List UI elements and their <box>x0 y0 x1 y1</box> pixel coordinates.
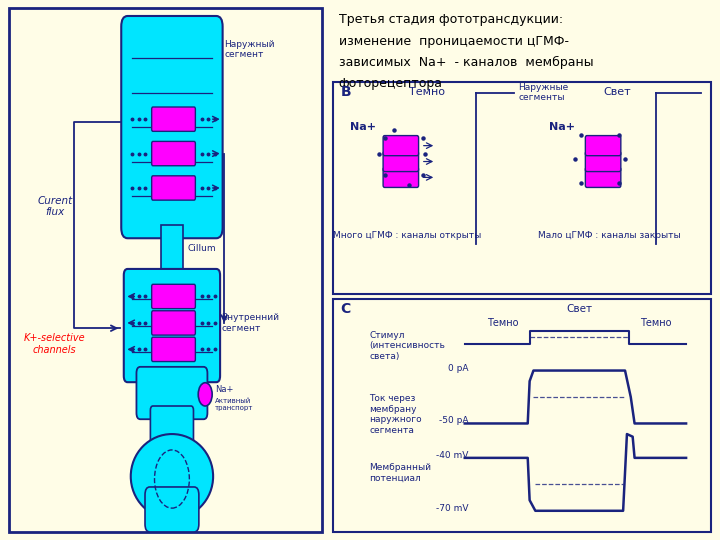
Text: Na+: Na+ <box>350 122 377 132</box>
Text: Na+: Na+ <box>215 384 233 394</box>
FancyBboxPatch shape <box>152 310 195 335</box>
Text: Na+: Na+ <box>549 122 575 132</box>
Text: Ток через
мембрану
наружного
сегмента: Ток через мембрану наружного сегмента <box>369 394 422 435</box>
Text: Темно: Темно <box>640 318 671 328</box>
Text: Третья стадия фототрансдукции:: Третья стадия фототрансдукции: <box>339 14 563 26</box>
Text: Curent
flux: Curent flux <box>37 195 72 217</box>
FancyBboxPatch shape <box>585 136 621 156</box>
Text: Свет: Свет <box>603 87 631 97</box>
FancyBboxPatch shape <box>585 151 621 172</box>
Text: Мембранный
потенциал: Мембранный потенциал <box>369 463 431 483</box>
Ellipse shape <box>131 434 213 519</box>
Text: Темно: Темно <box>487 318 518 328</box>
Text: -40 mV: -40 mV <box>436 451 469 460</box>
Text: Стимул
(интенсивность
света): Стимул (интенсивность света) <box>369 331 445 361</box>
FancyBboxPatch shape <box>152 141 195 166</box>
Text: Внутренний
сегмент: Внутренний сегмент <box>221 313 279 333</box>
FancyBboxPatch shape <box>333 299 711 532</box>
Text: Много цГМФ : каналы открыты: Много цГМФ : каналы открыты <box>333 231 482 240</box>
Text: Мало цГМФ : каналы закрыты: Мало цГМФ : каналы закрыты <box>539 231 681 240</box>
FancyBboxPatch shape <box>152 107 195 131</box>
Text: фоторецептора: фоторецептора <box>339 77 443 90</box>
FancyBboxPatch shape <box>333 82 711 294</box>
Text: Cillum: Cillum <box>188 244 217 253</box>
Text: B: B <box>341 85 351 99</box>
Text: Наружный
сегмент: Наружный сегмент <box>224 40 275 59</box>
FancyBboxPatch shape <box>152 176 195 200</box>
FancyBboxPatch shape <box>121 16 222 238</box>
FancyBboxPatch shape <box>124 269 220 382</box>
Text: Наружные
сегменты: Наружные сегменты <box>518 83 568 103</box>
FancyBboxPatch shape <box>161 225 183 273</box>
Text: K+-selective
channels: K+-selective channels <box>24 333 86 355</box>
FancyBboxPatch shape <box>152 337 195 362</box>
FancyBboxPatch shape <box>9 8 323 532</box>
FancyBboxPatch shape <box>150 406 194 451</box>
FancyBboxPatch shape <box>137 367 207 419</box>
Text: -50 pA: -50 pA <box>439 416 469 426</box>
FancyBboxPatch shape <box>152 284 195 309</box>
FancyBboxPatch shape <box>383 151 418 172</box>
Text: Активный
транспорт: Активный транспорт <box>215 399 253 411</box>
FancyBboxPatch shape <box>585 167 621 187</box>
FancyBboxPatch shape <box>145 487 199 532</box>
Text: Темно: Темно <box>409 87 444 97</box>
Text: C: C <box>341 302 351 316</box>
Text: зависимых  Na+  - каналов  мембраны: зависимых Na+ - каналов мембраны <box>339 56 593 69</box>
FancyBboxPatch shape <box>383 167 418 187</box>
Circle shape <box>198 383 212 406</box>
Text: -70 mV: -70 mV <box>436 504 469 513</box>
FancyBboxPatch shape <box>383 136 418 156</box>
Text: изменение  проницаемости цГМФ-: изменение проницаемости цГМФ- <box>339 35 569 48</box>
Text: 0 pA: 0 pA <box>448 363 469 373</box>
Text: Свет: Свет <box>566 305 593 314</box>
